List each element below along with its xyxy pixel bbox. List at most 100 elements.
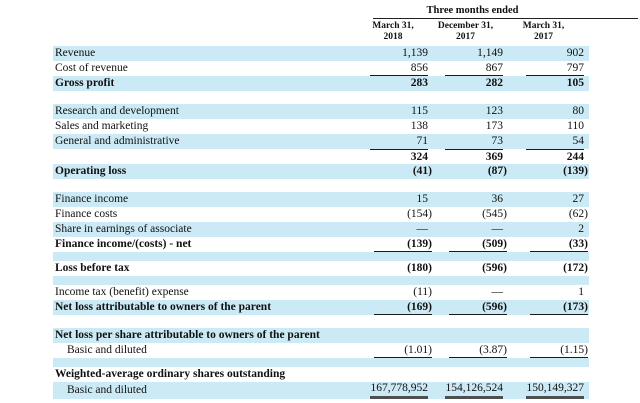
row-label: Gross profit bbox=[55, 77, 115, 89]
row-value: 154,126,524 bbox=[433, 382, 508, 399]
column-header-line1: March 31, bbox=[372, 21, 414, 31]
table-row: Basic and diluted (1.01) (3.87) (1.15) bbox=[53, 343, 589, 358]
row-value: — bbox=[491, 286, 504, 298]
row-label: Finance costs bbox=[55, 208, 118, 220]
row-label: General and administrative bbox=[55, 135, 180, 147]
row-label: Loss before tax bbox=[55, 262, 130, 274]
spacer-row bbox=[53, 315, 589, 328]
table-body: Revenue 1,139 1,149 902 Cost of revenue 856 86… bbox=[53, 46, 589, 399]
row-value: 54 bbox=[572, 135, 585, 147]
row-value: 80 bbox=[572, 105, 585, 117]
row-value: 73 bbox=[491, 135, 504, 147]
table-row: Net loss attributable to owners of the p… bbox=[53, 300, 589, 315]
row-label: Income tax (benefit) expense bbox=[55, 286, 189, 298]
row-value: 369 bbox=[433, 149, 508, 164]
row-label: Share in earnings of associate bbox=[55, 223, 192, 235]
row-value: (33) bbox=[508, 238, 589, 252]
table-row: Loss before tax (180) (596) (172) bbox=[53, 261, 589, 276]
row-value: 283 bbox=[410, 77, 428, 89]
table-row: Income tax (benefit) expense (11) — 1 bbox=[53, 285, 589, 300]
row-value: 110 bbox=[567, 120, 584, 132]
row-value: 27 bbox=[572, 193, 585, 205]
row-value: 173 bbox=[485, 120, 503, 132]
row-label: Basic and diluted bbox=[67, 344, 147, 356]
spacer-row bbox=[53, 91, 589, 104]
row-value: 797 bbox=[508, 62, 589, 76]
header-rule bbox=[373, 18, 638, 19]
row-value: (509) bbox=[433, 238, 508, 252]
row-value: (154) bbox=[407, 208, 432, 220]
row-value: 902 bbox=[566, 47, 584, 59]
table-row: Cost of revenue 856 867 797 bbox=[53, 61, 589, 76]
table-row: Research and development 115 123 80 bbox=[53, 104, 589, 119]
table-row: Net loss per share attributable to owner… bbox=[53, 328, 589, 343]
period-group-title: Three months ended bbox=[426, 5, 519, 16]
table-row: General and administrative 71 73 54 bbox=[53, 134, 589, 149]
row-value: 324 bbox=[363, 149, 433, 164]
table-row: Revenue 1,139 1,149 902 bbox=[53, 46, 589, 61]
row-label: Revenue bbox=[55, 47, 96, 59]
column-headers: March 31, 2018 December 31, 2017 March 3… bbox=[53, 19, 589, 45]
row-value: (169) bbox=[363, 301, 433, 315]
table-row: Share in earnings of associate — — 2 bbox=[53, 222, 589, 237]
spacer-row bbox=[53, 276, 589, 285]
row-value: 15 bbox=[416, 193, 429, 205]
row-label: Cost of revenue bbox=[55, 62, 128, 74]
row-value: 244 bbox=[508, 149, 589, 164]
table-row: Weighted-average ordinary shares outstan… bbox=[53, 367, 589, 382]
column-header-line2: 2017 bbox=[534, 32, 553, 42]
table-row: Operating loss (41) (87) (139) bbox=[53, 164, 589, 179]
column-header-mar-2018: March 31, 2018 bbox=[363, 21, 433, 45]
row-value: (173) bbox=[508, 301, 589, 315]
row-value: (11) bbox=[413, 286, 432, 298]
row-value: 867 bbox=[433, 62, 508, 76]
table-row: 324 369 244 bbox=[53, 149, 589, 164]
row-label: Net loss per share attributable to owner… bbox=[55, 329, 320, 341]
table-header-group: Three months ended bbox=[53, 5, 638, 19]
row-value: (172) bbox=[563, 262, 588, 274]
row-value: (545) bbox=[482, 208, 507, 220]
row-value: (41) bbox=[412, 165, 432, 177]
row-label: Net loss attributable to owners of the p… bbox=[55, 301, 272, 313]
row-value: (1.15) bbox=[508, 344, 589, 358]
spacer-row bbox=[53, 252, 589, 261]
row-label: Basic and diluted bbox=[67, 384, 147, 396]
row-value: (87) bbox=[487, 165, 507, 177]
table-row: Finance income 15 36 27 bbox=[53, 192, 589, 207]
row-value: 167,778,952 bbox=[363, 382, 433, 399]
row-label: Sales and marketing bbox=[55, 120, 149, 132]
table-row: Basic and diluted 167,778,952 154,126,524 1… bbox=[53, 382, 589, 399]
column-header-line2: 2018 bbox=[383, 32, 403, 42]
row-value: (62) bbox=[568, 208, 588, 220]
column-header-line2: 2017 bbox=[456, 32, 475, 42]
row-value: 138 bbox=[410, 120, 428, 132]
row-value: 1,149 bbox=[477, 47, 503, 59]
row-value: 115 bbox=[411, 105, 428, 117]
column-header-line1: March 31, bbox=[522, 21, 565, 31]
row-label: Operating loss bbox=[55, 165, 127, 177]
row-label: Finance income bbox=[55, 193, 129, 205]
row-value: (596) bbox=[482, 262, 507, 274]
row-value: — bbox=[416, 223, 429, 235]
row-value: (3.87) bbox=[433, 344, 508, 358]
spacer-row bbox=[53, 179, 589, 192]
row-value: 856 bbox=[363, 62, 433, 76]
spacer-row bbox=[53, 358, 589, 367]
row-value: (1.01) bbox=[363, 344, 433, 358]
row-value: 150,149,327 bbox=[508, 382, 589, 399]
table-row: Finance income/(costs) - net (139) (509) (3… bbox=[53, 237, 589, 252]
row-value: 2 bbox=[578, 223, 584, 235]
row-value: (180) bbox=[407, 262, 432, 274]
row-value: 36 bbox=[491, 193, 504, 205]
row-label: Weighted-average ordinary shares outstan… bbox=[55, 368, 286, 380]
column-header-mar-2017: March 31, 2017 bbox=[508, 21, 589, 45]
row-value: 1,139 bbox=[402, 47, 428, 59]
row-label: Research and development bbox=[55, 105, 179, 117]
row-value: 1 bbox=[578, 286, 584, 298]
row-value: 105 bbox=[566, 77, 584, 89]
row-value: (139) bbox=[563, 165, 588, 177]
column-header-dec-2017: December 31, 2017 bbox=[433, 21, 508, 45]
table-row: Sales and marketing 138 173 110 bbox=[53, 119, 589, 134]
column-header-line1: December 31, bbox=[437, 21, 494, 31]
